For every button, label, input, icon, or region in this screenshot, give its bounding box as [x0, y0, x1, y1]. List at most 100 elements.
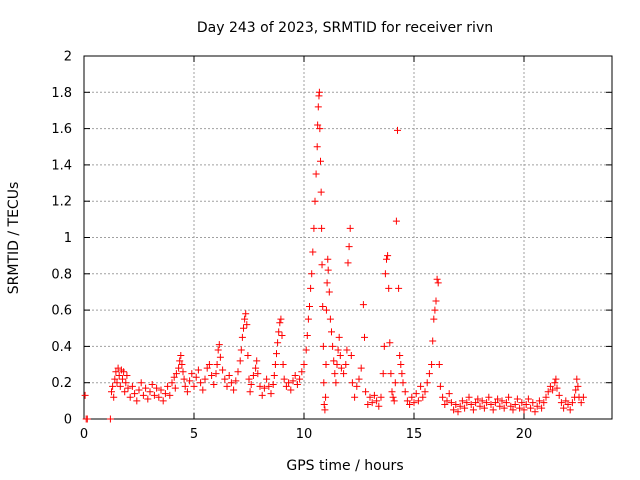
data-point [300, 361, 308, 369]
data-point [527, 404, 535, 412]
data-point [555, 391, 563, 399]
data-point [276, 319, 284, 327]
y-tick-label: 1.8 [51, 86, 72, 101]
data-point [321, 406, 329, 414]
data-point [277, 315, 285, 323]
data-point [347, 351, 355, 359]
data-point [505, 393, 513, 401]
data-point [522, 400, 530, 408]
data-point [254, 370, 262, 378]
data-point [391, 379, 399, 387]
data-point [124, 384, 132, 392]
data-point [309, 248, 317, 256]
data-point [336, 351, 344, 359]
data-point [390, 397, 398, 405]
data-point [366, 393, 374, 401]
data-point [334, 346, 342, 354]
data-point [381, 270, 389, 278]
data-point [485, 393, 493, 401]
data-point [216, 353, 224, 361]
chart-title: Day 243 of 2023, SRMTID for receiver riv… [197, 20, 493, 36]
data-point [245, 375, 253, 383]
x-tick-label: 0 [80, 427, 88, 442]
data-point [164, 382, 172, 390]
data-point [552, 375, 560, 383]
data-point [397, 361, 405, 369]
data-point [345, 243, 353, 251]
data-point [417, 382, 425, 390]
data-point [176, 357, 184, 365]
data-point [317, 157, 324, 165]
data-point [214, 346, 222, 354]
data-point [194, 366, 202, 374]
data-point [399, 379, 407, 387]
data-point [190, 382, 198, 390]
data-point [443, 397, 451, 405]
data-point [252, 364, 260, 372]
data-point [120, 368, 128, 376]
data-point [323, 279, 331, 287]
data-point [491, 399, 499, 407]
data-point [379, 370, 387, 378]
x-axis-label: GPS time / hours [286, 458, 403, 474]
data-point [201, 375, 209, 383]
data-point [388, 388, 396, 396]
data-point [307, 284, 315, 292]
data-point [387, 370, 395, 378]
data-point [502, 399, 510, 407]
data-point [178, 361, 186, 369]
data-point [126, 393, 134, 401]
data-point [183, 388, 191, 396]
data-point [308, 270, 316, 278]
data-point [403, 397, 411, 405]
data-point [135, 386, 143, 394]
data-point [436, 382, 444, 390]
data-point [361, 333, 368, 341]
data-point [267, 390, 275, 398]
data-point [317, 188, 325, 196]
data-point [119, 375, 126, 383]
x-tick-label: 10 [296, 427, 313, 442]
data-point [344, 259, 352, 267]
data-point [524, 395, 532, 403]
data-point [313, 143, 321, 151]
data-point [353, 382, 361, 390]
data-point [346, 224, 354, 232]
data-point [410, 399, 418, 407]
data-point [256, 382, 264, 390]
data-point [278, 332, 286, 340]
data-point [116, 382, 124, 390]
data-point [243, 321, 251, 329]
data-point [401, 388, 409, 396]
data-point [572, 386, 580, 394]
x-tick-label: 15 [406, 427, 423, 442]
data-point [289, 377, 297, 385]
data-point [445, 390, 453, 398]
data-point [375, 402, 383, 410]
data-point [148, 381, 156, 389]
data-point [110, 393, 118, 401]
data-point [489, 406, 497, 414]
data-point [263, 375, 271, 383]
data-point [275, 328, 283, 336]
data-point [406, 400, 414, 408]
data-point [230, 386, 238, 394]
data-point [319, 302, 327, 310]
data-point [192, 373, 200, 381]
data-point [114, 364, 122, 372]
data-point [197, 379, 205, 387]
data-point [465, 393, 473, 401]
data-point [396, 351, 404, 359]
data-point [113, 379, 121, 387]
data-point [342, 361, 350, 369]
y-tick-label: 0.6 [51, 304, 72, 319]
data-point [109, 382, 117, 390]
data-point [312, 170, 320, 178]
data-point [318, 261, 326, 269]
data-point [383, 255, 390, 263]
y-tick-label: 0.8 [51, 267, 72, 282]
data-point [463, 399, 471, 407]
data-point [385, 284, 393, 292]
data-point [253, 357, 261, 365]
